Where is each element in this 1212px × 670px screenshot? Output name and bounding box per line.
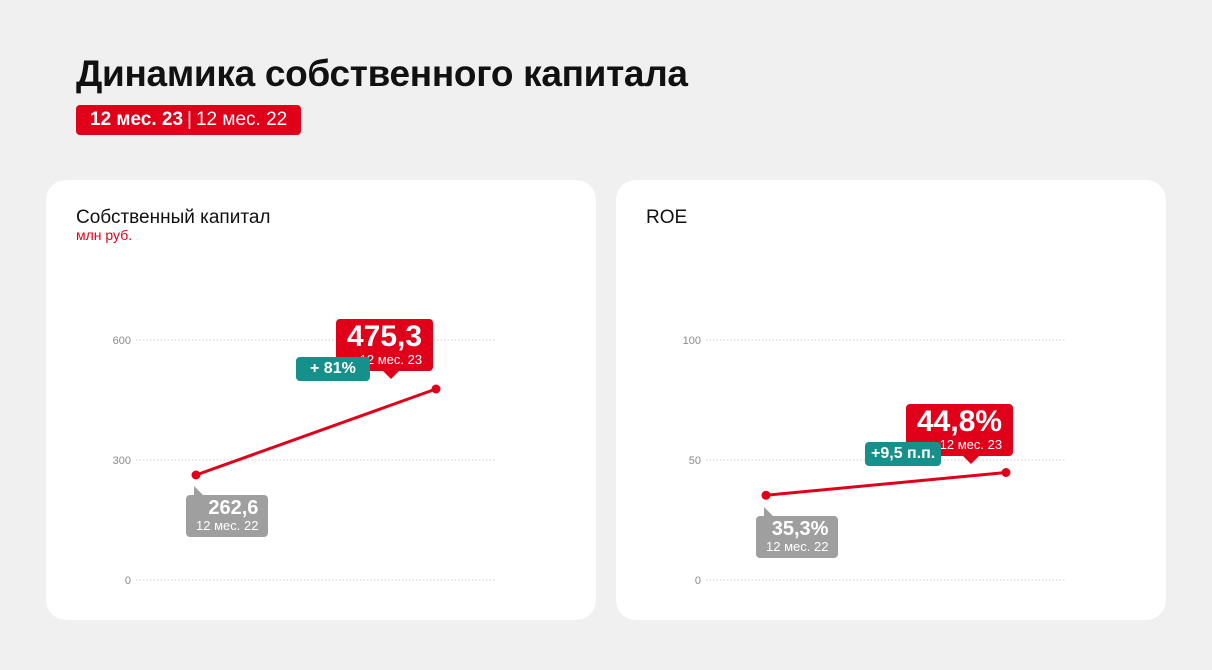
- period-badge: 12 мес. 23 | 12 мес. 22: [76, 105, 302, 135]
- change-badge: + 81%: [296, 357, 370, 381]
- data-point-previous: [761, 490, 771, 500]
- data-point-current: [431, 384, 441, 394]
- card-title: ROE: [646, 207, 688, 228]
- current-period: 12 мес. 23: [939, 437, 1003, 452]
- current-period: 12 мес. 23: [359, 352, 423, 367]
- page-title: Динамика собственного капитала: [76, 53, 688, 94]
- current-value: 44,8%: [917, 405, 1003, 438]
- y-tick-label: 0: [125, 575, 131, 587]
- equity-card: Собственный капитал млн руб. 0 300 600 4…: [46, 180, 596, 620]
- roe-card: ROE 0 50 100 44,8% 12 мес. 23 +9,5 п.п. …: [616, 180, 1166, 620]
- period-current: 12 мес. 23: [90, 109, 184, 130]
- previous-period: 12 мес. 22: [766, 539, 829, 554]
- series-line: [195, 387, 437, 477]
- data-point-current: [1001, 468, 1011, 477]
- y-tick-label: 0: [695, 575, 701, 587]
- period-previous: 12 мес. 22: [195, 109, 288, 130]
- period-separator: |: [187, 109, 192, 130]
- previous-value: 262,6: [208, 497, 259, 519]
- roe-chart: 0 50 100: [683, 335, 1066, 587]
- series-line: [765, 471, 1007, 497]
- current-value: 475,3: [347, 320, 423, 353]
- current-value-callout: 44,8% 12 мес. 23: [906, 404, 1014, 464]
- y-tick-label: 50: [689, 455, 701, 467]
- previous-value-callout: 262,6 12 мес. 22: [186, 486, 269, 537]
- equity-chart: 0 300 600: [113, 335, 496, 587]
- previous-value-callout: 35,3% 12 мес. 22: [756, 507, 839, 558]
- y-tick-label: 600: [113, 335, 131, 347]
- y-tick-label: 100: [683, 335, 701, 347]
- card-title: Собственный капитал: [76, 207, 271, 228]
- y-tick-label: 300: [113, 455, 131, 467]
- previous-value: 35,3%: [771, 518, 829, 540]
- data-point-previous: [191, 470, 201, 480]
- previous-period: 12 мес. 22: [196, 518, 259, 533]
- card-unit: млн руб.: [76, 227, 133, 243]
- change-badge: +9,5 п.п.: [865, 442, 942, 466]
